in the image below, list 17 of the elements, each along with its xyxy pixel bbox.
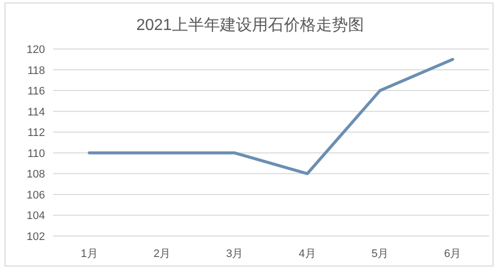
ytick: 114 [27,106,45,118]
xtick: 4月 [298,248,316,260]
ytick: 110 [27,148,45,160]
xtick: 6月 [444,248,462,260]
xtick: 1月 [80,248,98,260]
ytick: 120 [26,44,45,56]
xtick: 3月 [226,248,244,260]
ytick: 116 [27,86,45,98]
ytick: 106 [26,189,45,202]
ytick: 102 [26,231,45,243]
xtick: 2月 [153,248,171,260]
ytick: 118 [27,64,45,77]
ytick: 104 [26,210,45,222]
ytick: 112 [27,127,45,140]
ytick: 108 [26,168,45,181]
title: 2021上半年建设用石价格走势图 [136,17,364,34]
xtick: 5月 [371,248,389,260]
